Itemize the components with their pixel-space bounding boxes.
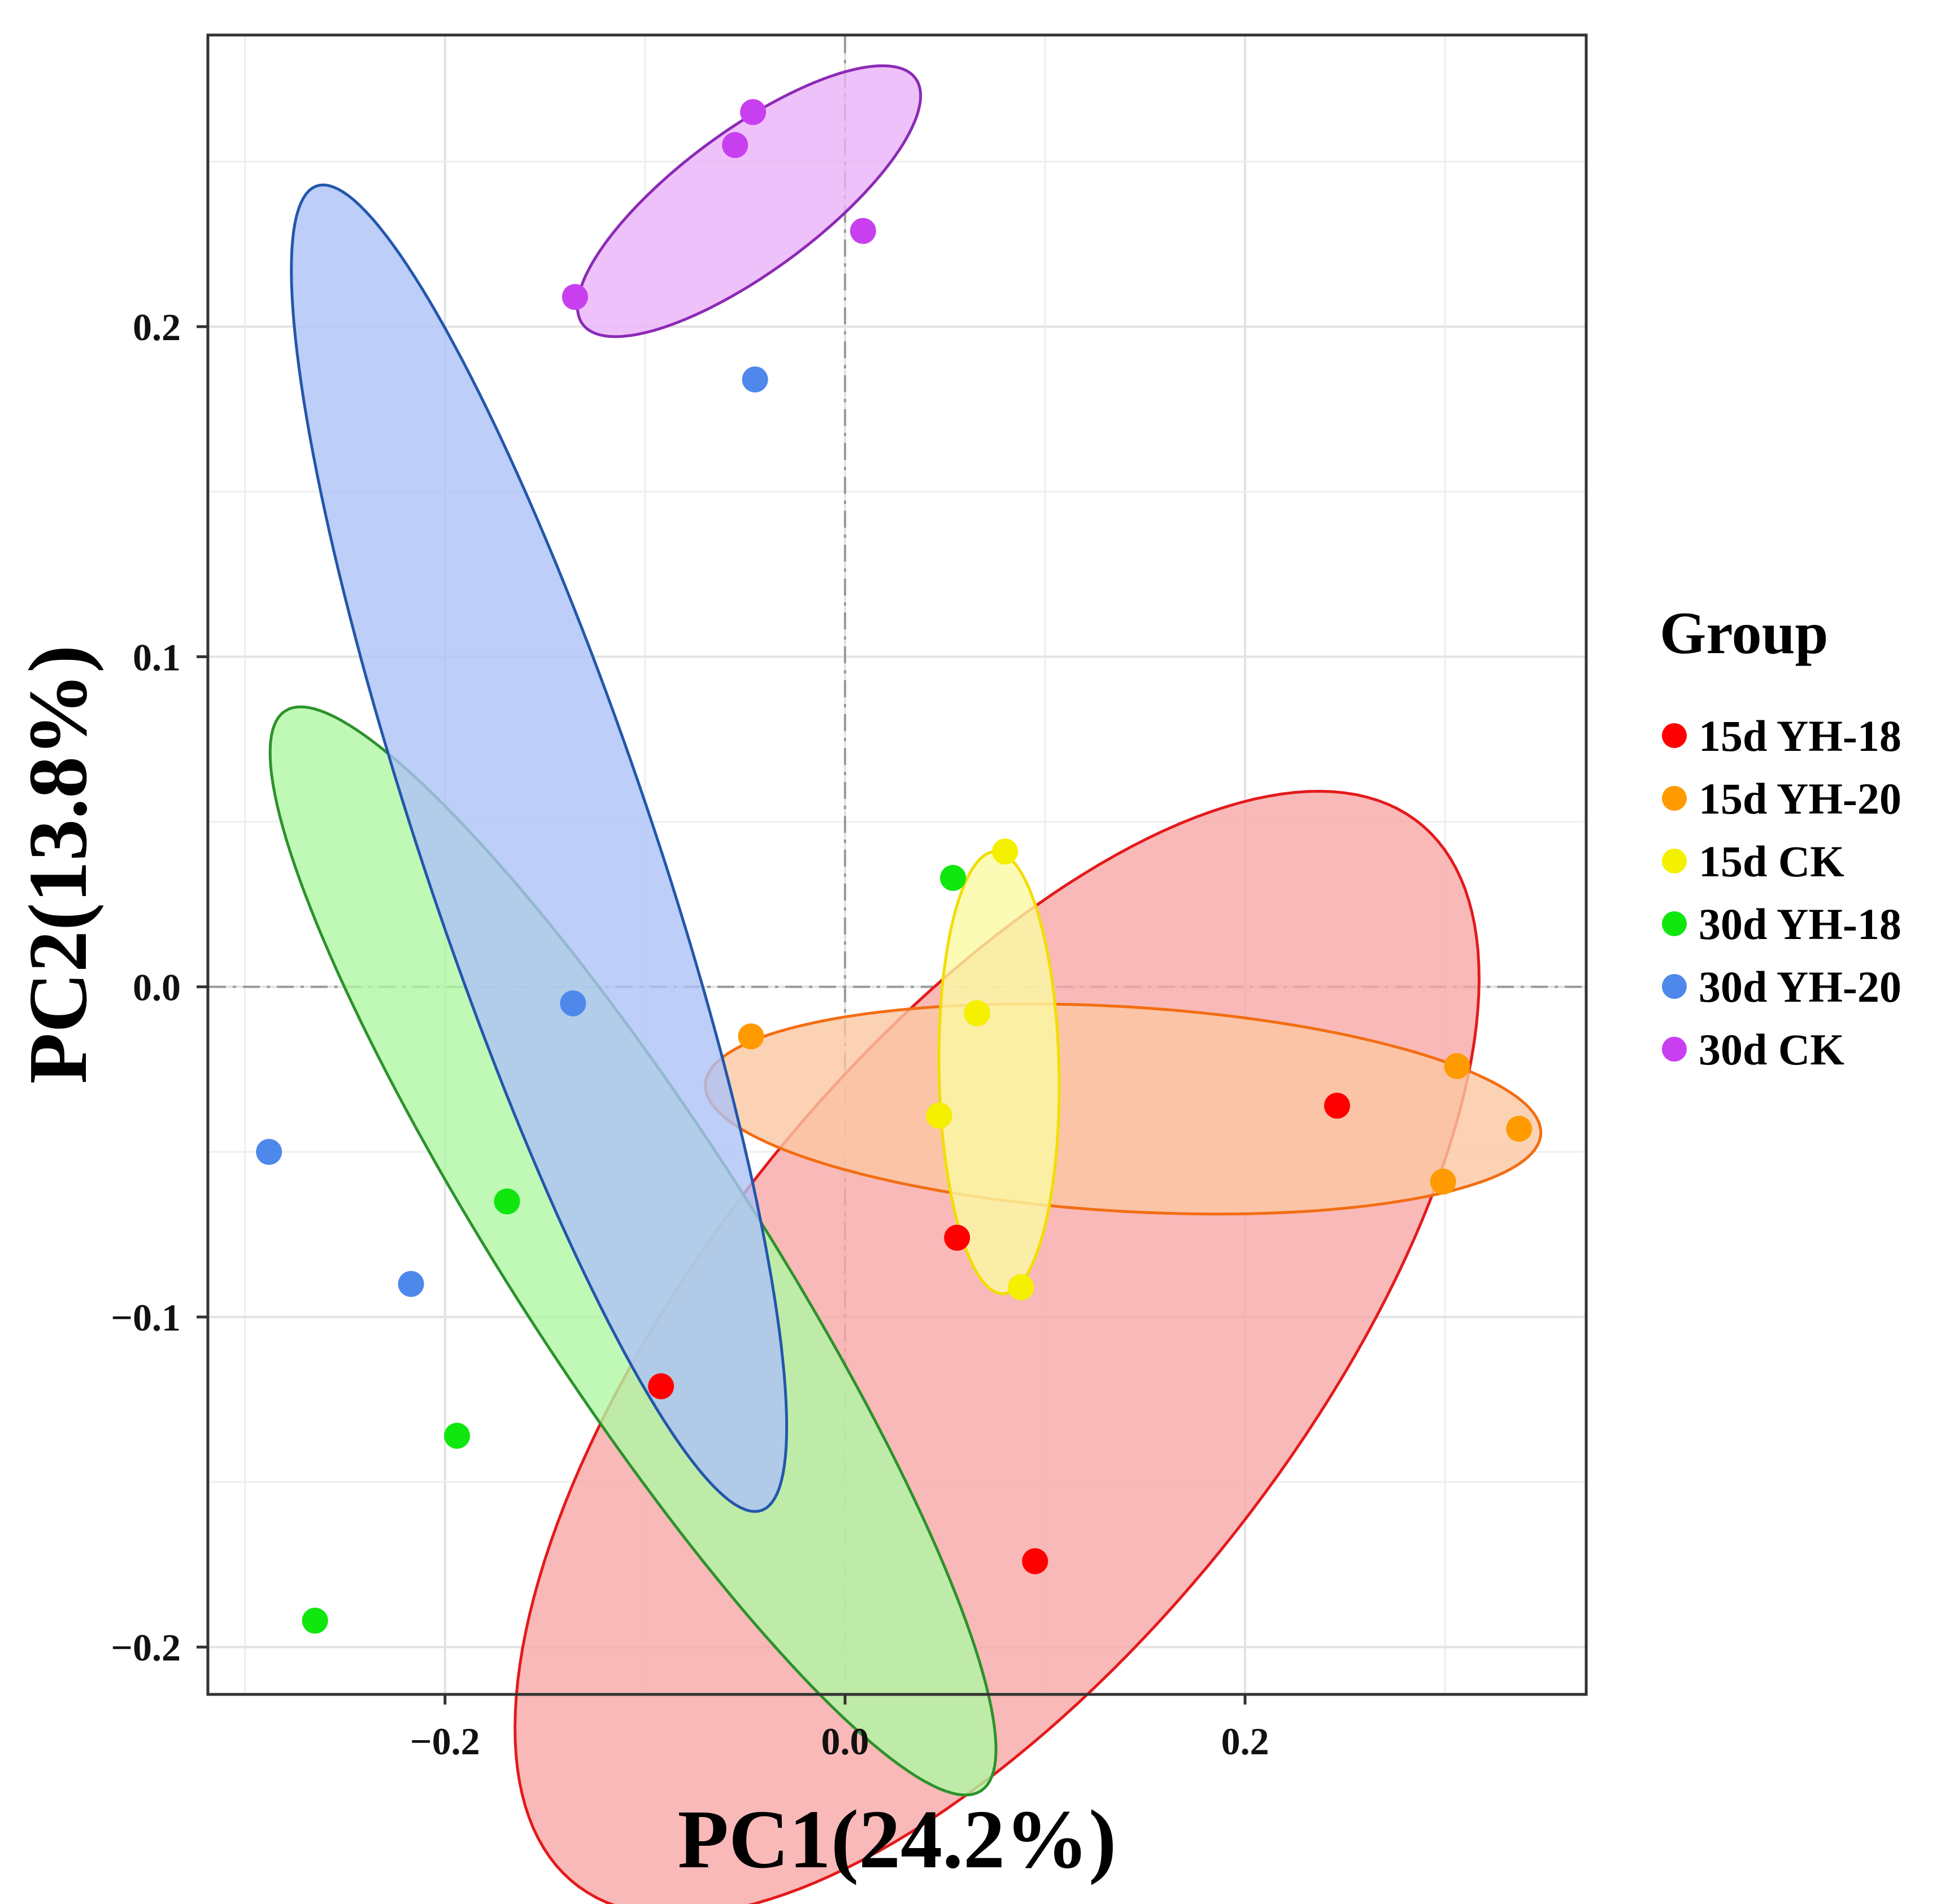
point-30d-yh-20 <box>398 1271 424 1297</box>
point-15d-yh-20 <box>738 1023 764 1050</box>
y-tick-label: −0.1 <box>111 1296 181 1339</box>
legend: Group 15d YH-18 15d YH-20 15d CK 30d YH-18 3… <box>1660 600 1901 1074</box>
legend-label-30d-yh-18: 30d YH-18 <box>1699 899 1901 949</box>
legend-label-15d-ck: 15d CK <box>1699 837 1844 886</box>
point-30d-yh-20 <box>742 366 768 393</box>
point-30d-ck <box>722 132 748 158</box>
point-15d-yh-18 <box>1324 1093 1350 1119</box>
point-30d-yh-18 <box>444 1423 471 1449</box>
legend-marker-30d-yh-18 <box>1662 911 1687 936</box>
ellipse-30d-yh-20 <box>290 183 789 1513</box>
point-15d-ck <box>1008 1274 1034 1301</box>
point-15d-yh-20 <box>1430 1168 1456 1195</box>
x-tick-label: 0.2 <box>1221 1720 1269 1763</box>
point-15d-yh-18 <box>944 1224 970 1251</box>
point-15d-yh-18 <box>648 1373 674 1399</box>
point-15d-ck <box>926 1102 952 1129</box>
plot-border <box>206 33 1588 1696</box>
point-30d-ck <box>850 218 876 244</box>
legend-label-30d-ck: 30d CK <box>1699 1025 1844 1074</box>
y-axis-title: PC2(13.8%) <box>12 645 105 1084</box>
data-points <box>256 99 1533 1634</box>
legend-marker-15d-yh-20 <box>1662 786 1687 811</box>
point-15d-yh-20 <box>1506 1115 1533 1142</box>
point-30d-yh-18 <box>302 1607 328 1634</box>
point-30d-ck <box>562 284 588 310</box>
x-tick-label: 0.0 <box>821 1720 869 1763</box>
x-tick-label: −0.2 <box>410 1720 480 1763</box>
y-tick-label: 0.2 <box>133 306 181 349</box>
legend-marker-30d-yh-20 <box>1662 974 1687 999</box>
legend-label-30d-yh-20: 30d YH-20 <box>1699 962 1901 1011</box>
ellipse-30d-ck <box>576 64 922 338</box>
legend-label-15d-yh-20: 15d YH-20 <box>1699 774 1901 823</box>
point-30d-yh-18 <box>494 1188 520 1215</box>
axis-ticks: −0.2 0.0 0.2 −0.2 −0.1 0.0 0.1 0.2 <box>111 306 1269 1763</box>
point-15d-ck <box>964 1000 990 1027</box>
point-15d-yh-20 <box>1444 1053 1470 1079</box>
y-tick-label: 0.1 <box>133 636 181 679</box>
y-tick-label: 0.0 <box>133 966 181 1009</box>
y-tick-label: −0.2 <box>111 1626 181 1669</box>
point-30d-yh-20 <box>560 990 586 1016</box>
legend-marker-15d-yh-18 <box>1662 723 1687 748</box>
point-30d-ck <box>740 99 767 125</box>
legend-marker-30d-ck <box>1662 1037 1687 1062</box>
point-30d-yh-20 <box>256 1138 282 1165</box>
point-15d-yh-18 <box>1022 1548 1048 1575</box>
legend-marker-15d-ck <box>1662 849 1687 873</box>
ellipse-15d-ck <box>937 850 1061 1296</box>
legend-title: Group <box>1660 600 1829 666</box>
legend-label-15d-yh-18: 15d YH-18 <box>1699 711 1901 760</box>
point-15d-ck <box>992 838 1018 865</box>
x-axis-title: PC1(24.2%) <box>678 1793 1117 1886</box>
confidence-ellipses <box>268 64 1543 1904</box>
point-30d-yh-18 <box>940 864 967 891</box>
